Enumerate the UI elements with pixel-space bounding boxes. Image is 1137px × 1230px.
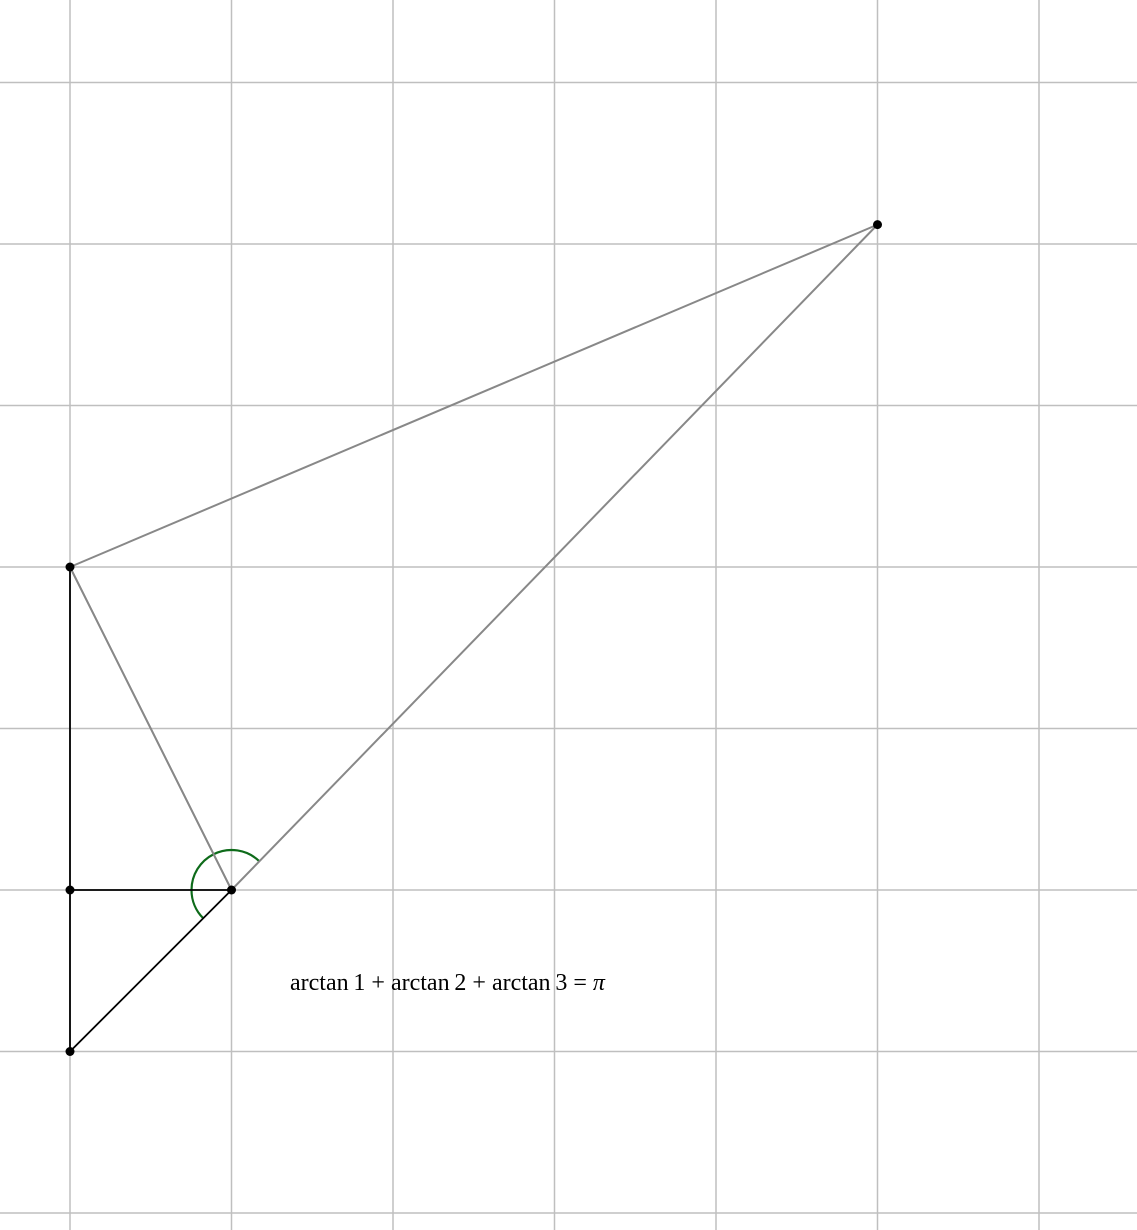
point-B bbox=[66, 563, 75, 572]
point-C bbox=[227, 886, 236, 895]
segment-B-E bbox=[70, 225, 878, 567]
point-D bbox=[66, 1047, 75, 1056]
formula-text: arctan 1 + arctan 2 + arctan 3 = π bbox=[290, 970, 605, 997]
diagram-canvas bbox=[0, 0, 1137, 1230]
angle-arcs bbox=[192, 850, 260, 918]
segment-C-D bbox=[70, 890, 232, 1052]
segments bbox=[70, 225, 878, 1052]
grid bbox=[0, 0, 1137, 1230]
angle-arc-2 bbox=[192, 890, 204, 918]
point-A bbox=[66, 886, 75, 895]
angle-arc-1 bbox=[192, 854, 214, 890]
angle-arc-0 bbox=[214, 850, 260, 861]
point-E bbox=[873, 220, 882, 229]
